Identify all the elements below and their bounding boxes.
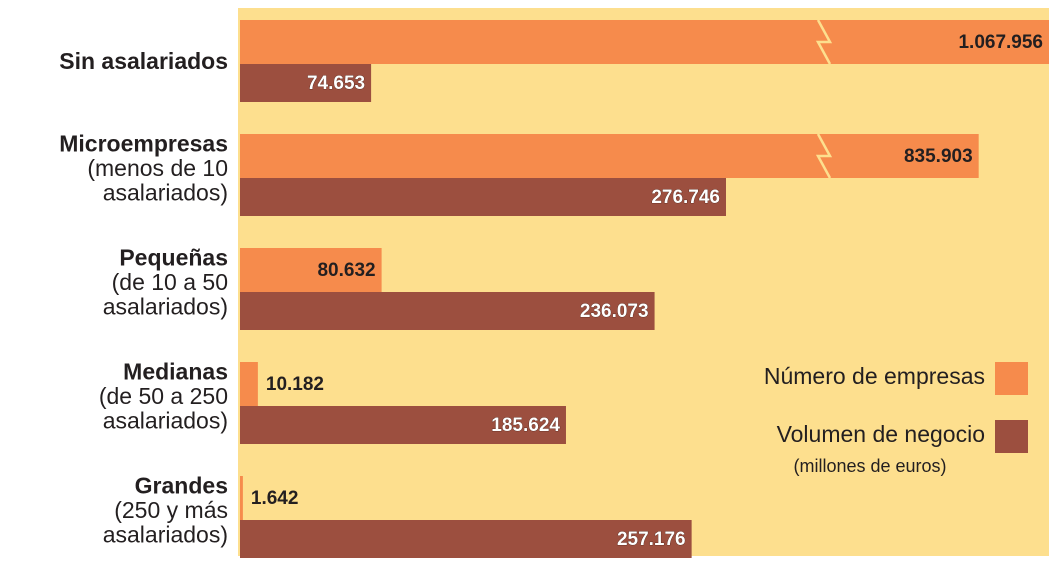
bar-break (815, 19, 833, 65)
legend-note: (millones de euros) (793, 456, 946, 476)
value-label: 80.632 (317, 260, 375, 281)
category-label: Microempresas (59, 131, 228, 157)
bar (240, 520, 692, 558)
legend-label: Volumen de negocio (777, 421, 985, 447)
category-label: asalariados) (103, 180, 228, 206)
category-label: (de 10 a 50 (112, 269, 228, 295)
category-label: Pequeñas (119, 245, 228, 271)
bar (240, 134, 979, 178)
value-label: 257.176 (617, 529, 686, 550)
category-label: asalariados) (103, 408, 228, 434)
category-label: Grandes (135, 473, 228, 499)
legend-swatch (995, 420, 1028, 453)
category-label: Medianas (123, 359, 228, 385)
bar (240, 64, 372, 102)
value-label: 185.624 (491, 415, 560, 436)
value-label: 236.073 (580, 301, 649, 322)
category-label: (menos de 10 (87, 155, 228, 181)
legend: Número de empresas Volumen de negocio (mil… (764, 362, 1028, 476)
category-label: asalariados) (103, 522, 228, 548)
bar (240, 178, 726, 216)
category-label: asalariados) (103, 294, 228, 320)
value-label: 10.182 (266, 374, 324, 395)
bar (240, 476, 243, 520)
legend-label: Número de empresas (764, 363, 985, 389)
legend-swatch (995, 362, 1028, 395)
category-label: (250 y más (114, 497, 228, 523)
value-label: 74.653 (307, 73, 365, 94)
bar-break (815, 133, 833, 179)
value-label: 835.903 (904, 146, 973, 167)
category-label: Sin asalariados (59, 48, 228, 74)
category-label: (de 50 a 250 (99, 383, 228, 409)
bar (240, 292, 655, 330)
value-label: 1.642 (251, 488, 299, 509)
bar (240, 248, 382, 292)
value-label: 276.746 (651, 187, 720, 208)
bar (240, 20, 1049, 64)
value-label: 1.067.956 (958, 32, 1043, 53)
bar (240, 362, 258, 406)
bar (240, 406, 566, 444)
